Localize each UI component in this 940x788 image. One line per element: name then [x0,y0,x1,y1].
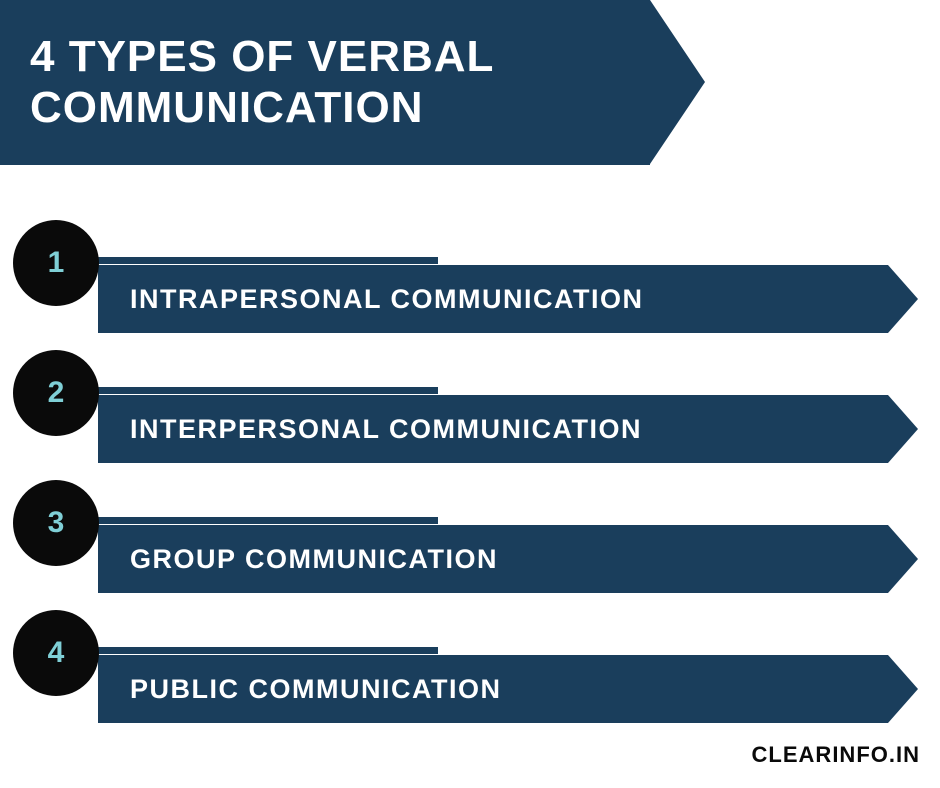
header-banner: 4 TYPES OF VERBAL COMMUNICATION [0,0,650,165]
divider-line [98,387,438,394]
item-banner: GROUP COMMUNICATION [98,525,888,593]
number-label: 3 [48,506,65,540]
item-arrow [888,525,918,593]
number-circle: 1 [13,220,99,306]
item-label: GROUP COMMUNICATION [130,544,498,575]
list-item: 2 INTERPERSONAL COMMUNICATION [13,350,923,470]
header-title-line2: COMMUNICATION [30,83,423,132]
header-title-line1: 4 TYPES OF VERBAL [30,32,494,81]
divider-line [98,647,438,654]
item-banner: INTERPERSONAL COMMUNICATION [98,395,888,463]
number-label: 1 [48,246,65,280]
item-label: PUBLIC COMMUNICATION [130,674,501,705]
item-arrow [888,655,918,723]
number-circle: 4 [13,610,99,696]
list-item: 1 INTRAPERSONAL COMMUNICATION [13,220,923,340]
item-label: INTRAPERSONAL COMMUNICATION [130,284,644,315]
item-arrow [888,265,918,333]
number-label: 4 [48,636,65,670]
item-banner: INTRAPERSONAL COMMUNICATION [98,265,888,333]
number-circle: 3 [13,480,99,566]
divider-line [98,517,438,524]
item-banner: PUBLIC COMMUNICATION [98,655,888,723]
list-item: 4 PUBLIC COMMUNICATION [13,610,923,730]
number-label: 2 [48,376,65,410]
item-label: INTERPERSONAL COMMUNICATION [130,414,642,445]
footer-credit: CLEARINFO.IN [752,742,920,768]
header-title: 4 TYPES OF VERBAL COMMUNICATION [30,32,494,133]
number-circle: 2 [13,350,99,436]
divider-line [98,257,438,264]
item-arrow [888,395,918,463]
header-arrow [650,0,705,164]
list-item: 3 GROUP COMMUNICATION [13,480,923,600]
